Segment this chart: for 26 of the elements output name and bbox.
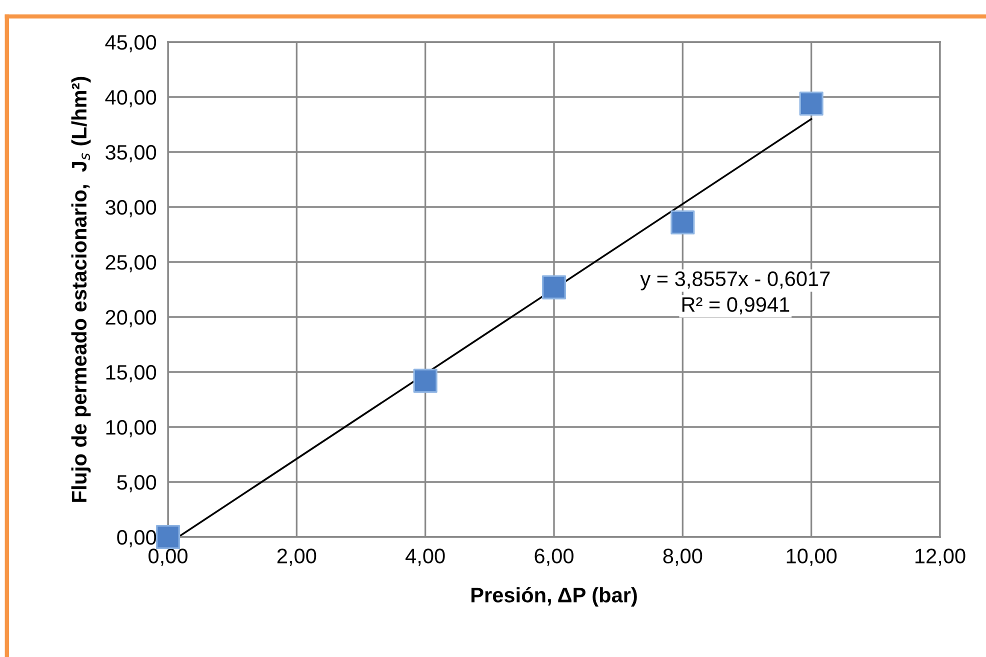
y-tick-label: 15,00	[106, 365, 156, 382]
x-tick-label: 4,00	[406, 548, 445, 566]
y-tick-label: 20,00	[106, 310, 156, 328]
point	[799, 92, 824, 116]
y-tick-label: 45,00	[105, 35, 156, 52]
y-tick-label: 0,00	[117, 530, 156, 548]
x-tick-label: 2,00	[277, 548, 316, 566]
y-axis-title: Flujo de permeado estacionario, J$_{s}$ (L/hm²)	[71, 76, 91, 502]
annotation: R² = 0,9941	[682, 297, 790, 314]
x-tick-label: 0,00	[148, 548, 188, 566]
x-tick-label: 10,00	[786, 548, 837, 566]
x-tick-label: 12,00	[916, 548, 966, 566]
x-tick-label: 6,00	[534, 548, 574, 566]
x-tick-label: 8,00	[663, 548, 702, 566]
annotation: y = 3,8557x - 0,6017	[640, 271, 830, 290]
x-axis-title: Presión, ΔP (bar)	[471, 586, 637, 607]
point	[413, 368, 438, 393]
point	[156, 524, 180, 550]
y-tick-label: 40,00	[105, 90, 156, 108]
y-tick-label: 25,00	[106, 255, 156, 272]
y-tick-label: 10,00	[106, 420, 156, 438]
y-tick-label: 5,00	[117, 475, 156, 492]
point	[542, 275, 566, 300]
y-tick-label: 30,00	[106, 200, 156, 218]
y-tick-label: 35,00	[106, 145, 156, 162]
point	[670, 210, 695, 234]
